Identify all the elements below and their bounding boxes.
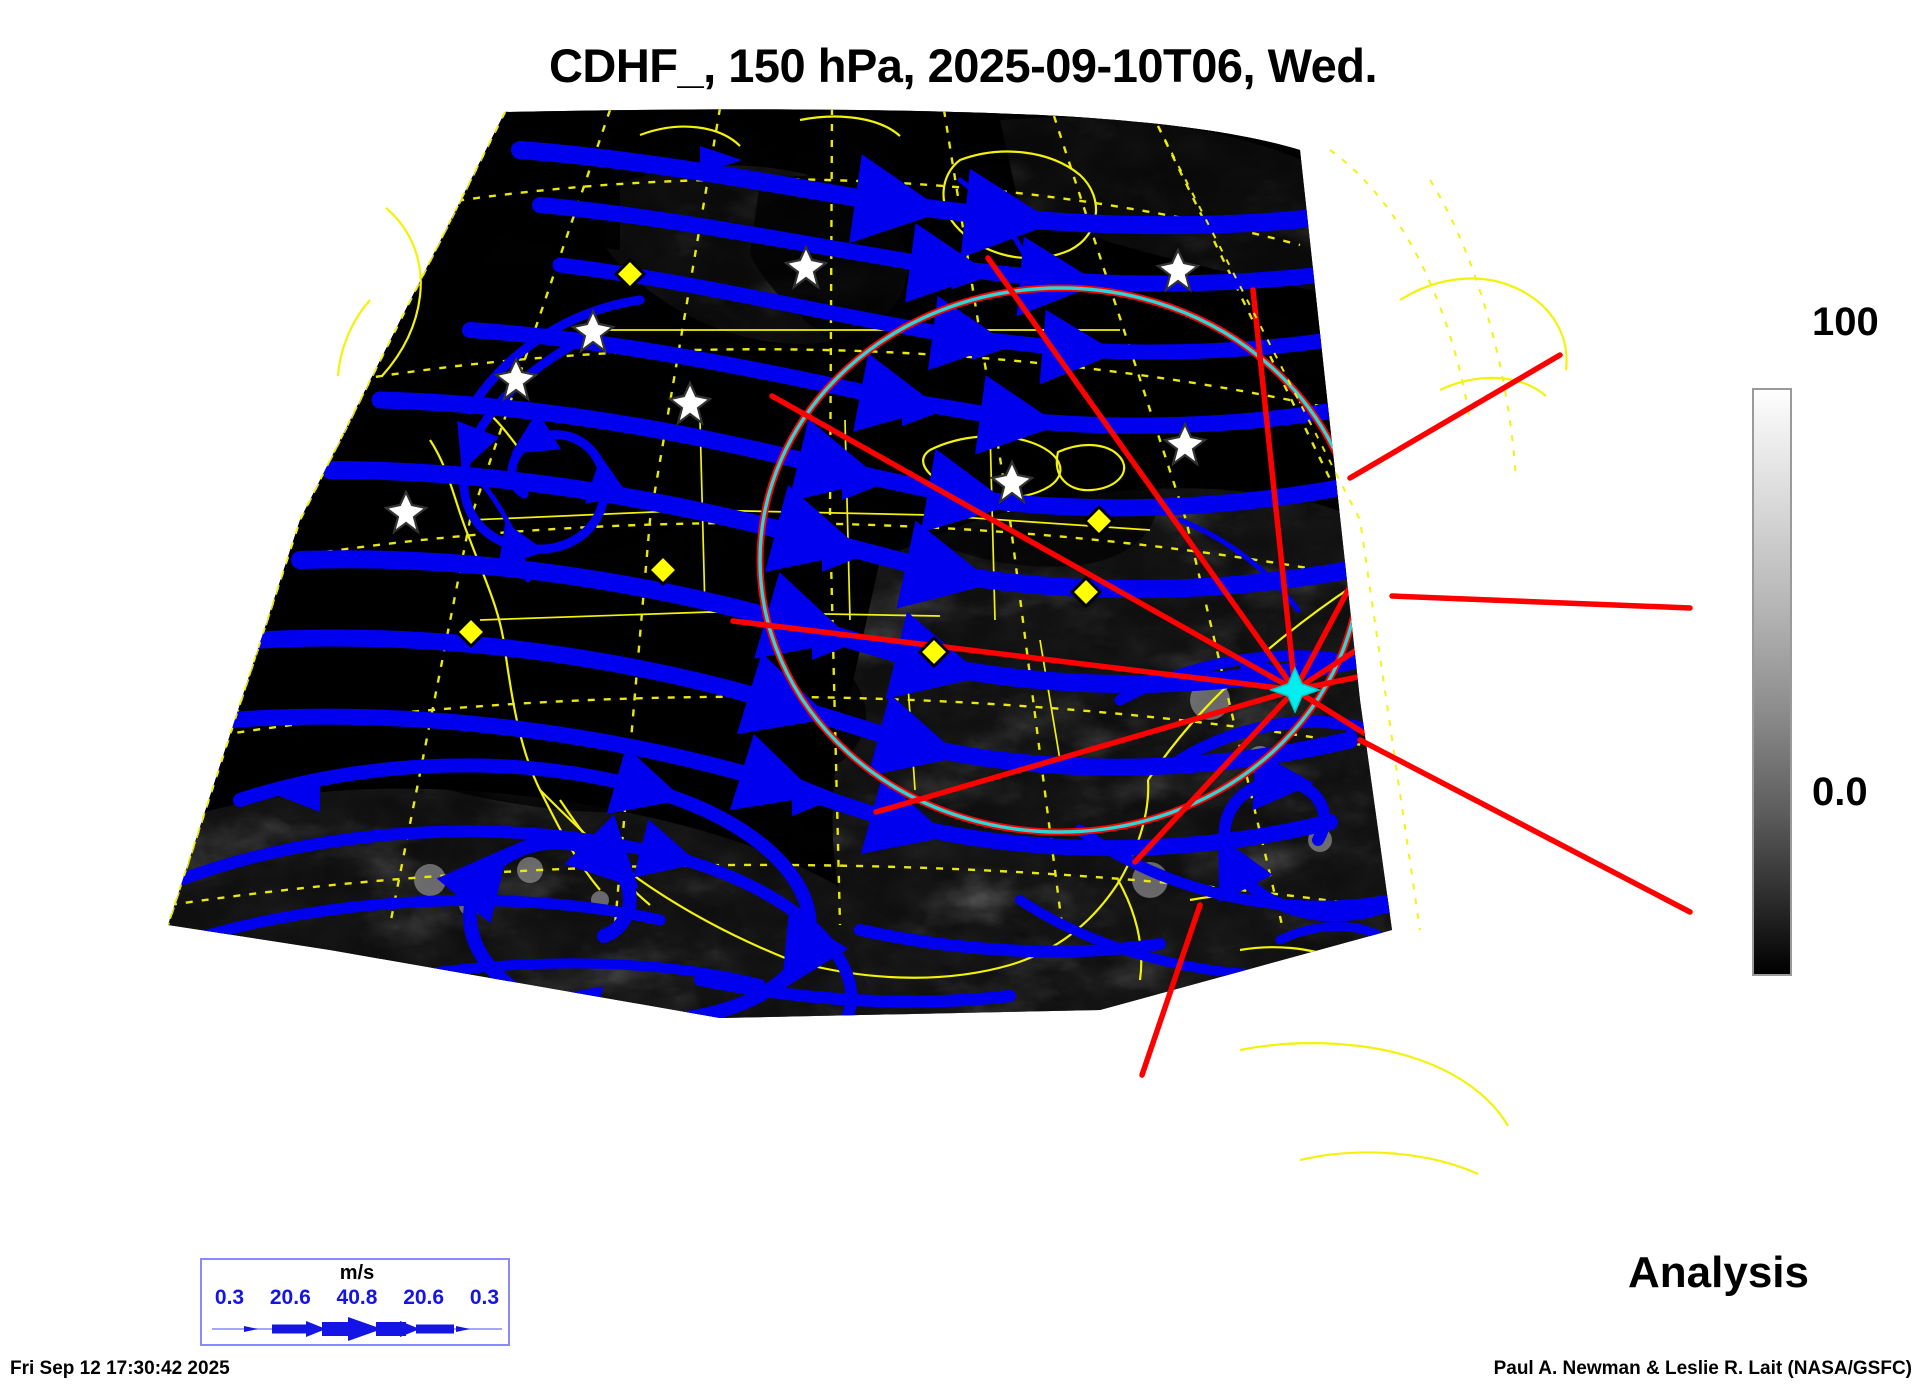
wind-legend-arrow-bar — [212, 1317, 502, 1341]
wind-legend-tick-0: 0.3 — [214, 1286, 245, 1309]
station-markers-star — [383, 244, 1208, 535]
wind-streamlines — [168, 141, 1392, 1019]
generated-timestamp: Fri Sep 12 17:30:42 2025 — [10, 1358, 230, 1379]
colorbar-min-label: 0.0 — [1812, 770, 1868, 814]
radial-lines-outside — [1139, 352, 1693, 1078]
outer-graticule — [167, 111, 1517, 931]
map-body — [168, 109, 1392, 1019]
wind-legend-ticks: 0.3 20.6 40.8 20.6 0.3 — [202, 1286, 512, 1310]
author-credit: Paul A. Newman & Leslie R. Lait (NASA/GS… — [1493, 1358, 1912, 1379]
wind-legend-unit: m/s — [339, 1262, 375, 1284]
radial-hub-marker — [1268, 666, 1322, 714]
colorbar — [1752, 388, 1792, 976]
station-markers-diamond — [454, 257, 1116, 669]
wind-legend-tick-3: 20.6 — [403, 1286, 445, 1309]
wind-legend-tick-4: 0.3 — [469, 1286, 500, 1309]
status-badge: Analysis — [1628, 1248, 1809, 1297]
wind-legend-tick-1: 20.6 — [269, 1286, 311, 1309]
outer-coastlines — [336, 207, 1568, 1176]
wind-legend-tick-2: 40.8 — [336, 1286, 378, 1309]
page-title: CDHF_, 150 hPa, 2025-09-10T06, Wed. — [548, 39, 1378, 92]
colorbar-max-label: 100 — [1812, 300, 1879, 344]
wind-speed-legend: m/s 0.3 20.6 40.8 20.6 0.3 — [200, 1258, 510, 1346]
